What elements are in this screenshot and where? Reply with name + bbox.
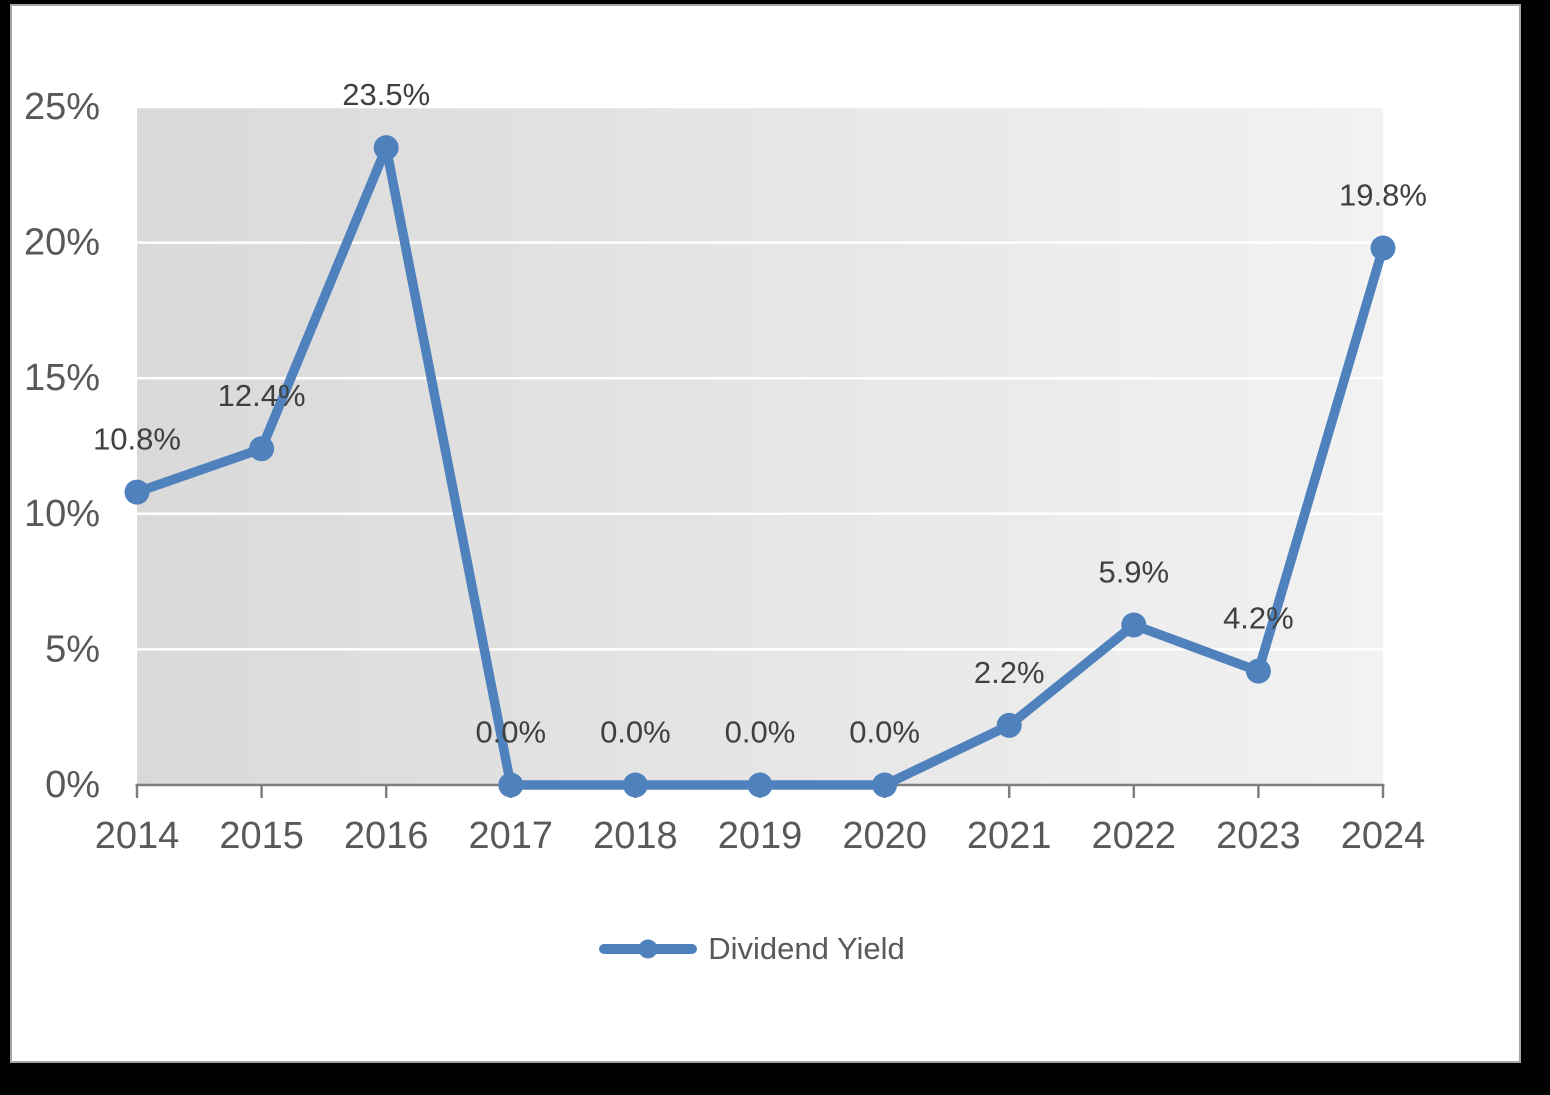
data-point-2018 xyxy=(622,772,648,798)
x-axis-tick-label: 2021 xyxy=(967,815,1052,857)
legend-label: Dividend Yield xyxy=(708,931,905,966)
x-axis-tick-label: 2020 xyxy=(842,815,927,857)
data-label-2020: 0.0% xyxy=(849,715,920,750)
data-labels: 10.8% 12.4% 23.5% 0.0% 0.0% 0.0% 0.0% 2.2% 5.9% 4… xyxy=(93,77,1427,749)
chart-canvas: 0% 5% 10% 15% 20% 25% 2014 2015 2016 2017 2018 2019… xyxy=(10,4,1521,1063)
y-axis-tick-label: 15% xyxy=(24,357,100,399)
data-point-2016 xyxy=(373,135,399,161)
data-point-2023 xyxy=(1245,658,1271,684)
data-label-2017: 0.0% xyxy=(475,715,546,750)
data-label-2014: 10.8% xyxy=(93,422,181,457)
x-axis-tick-label: 2019 xyxy=(718,815,803,857)
y-axis-tick-label: 20% xyxy=(24,222,100,264)
data-label-2024: 19.8% xyxy=(1339,178,1427,213)
y-axis-labels: 0% 5% 10% 15% 20% 25% xyxy=(24,86,100,806)
legend-line-marker-icon xyxy=(599,939,698,959)
y-axis-tick-label: 0% xyxy=(45,764,100,806)
data-point-2022 xyxy=(1121,612,1147,638)
data-point-2024 xyxy=(1370,235,1396,261)
data-label-2022: 5.9% xyxy=(1098,554,1169,589)
data-point-2015 xyxy=(249,436,275,462)
data-point-2017 xyxy=(498,772,524,798)
y-axis-tick-label: 5% xyxy=(45,628,100,670)
legend: Dividend Yield xyxy=(0,926,1505,972)
y-axis-tick-label: 25% xyxy=(24,86,100,128)
data-point-2020 xyxy=(872,772,898,798)
x-axis-tick-label: 2015 xyxy=(219,815,304,857)
x-axis-tick-label: 2022 xyxy=(1092,815,1177,857)
y-axis-tick-label: 10% xyxy=(24,493,100,535)
x-axis-tick-label: 2023 xyxy=(1216,815,1301,857)
data-point-markers xyxy=(124,135,1396,798)
x-axis-tick-label: 2018 xyxy=(593,815,678,857)
x-axis-tick-label: 2017 xyxy=(469,815,554,857)
data-point-2019 xyxy=(747,772,773,798)
x-axis-tick-label: 2016 xyxy=(344,815,429,857)
data-label-2021: 2.2% xyxy=(974,655,1045,690)
dividend-yield-line-chart: 0% 5% 10% 15% 20% 25% 2014 2015 2016 2017 2018 2019… xyxy=(24,77,1427,857)
x-axis-tick-label: 2014 xyxy=(95,815,180,857)
data-point-2014 xyxy=(124,479,150,505)
data-label-2016: 23.5% xyxy=(342,77,430,112)
data-point-2021 xyxy=(996,712,1022,738)
x-axis-tick-label: 2024 xyxy=(1341,815,1426,857)
data-label-2023: 4.2% xyxy=(1223,601,1294,636)
data-label-2015: 12.4% xyxy=(218,378,306,413)
x-axis: 2014 2015 2016 2017 2018 2019 2020 2021 2022 2023… xyxy=(95,783,1426,857)
plot-background xyxy=(137,107,1383,785)
data-label-2019: 0.0% xyxy=(725,715,796,750)
data-label-2018: 0.0% xyxy=(600,715,671,750)
